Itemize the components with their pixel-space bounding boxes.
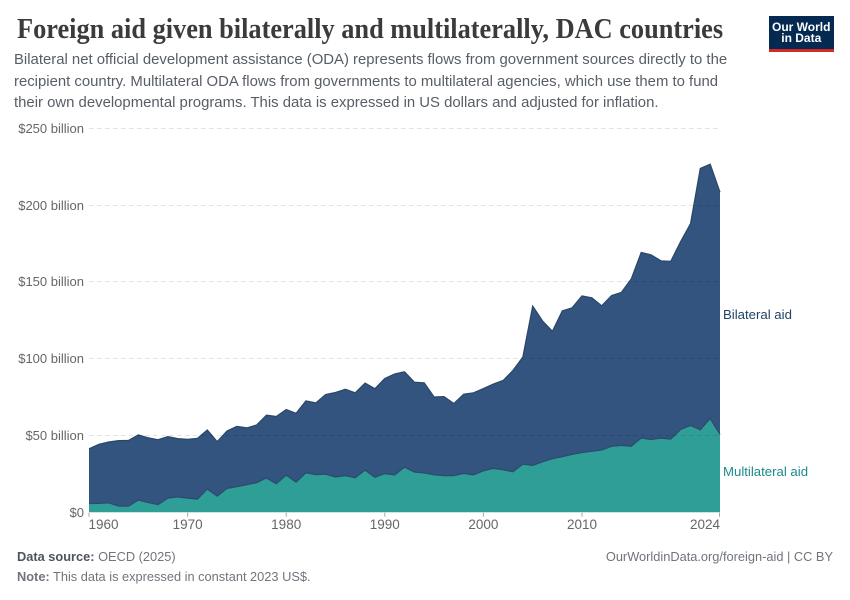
svg-text:$50 billion: $50 billion (25, 428, 84, 443)
svg-text:$0: $0 (70, 505, 84, 520)
svg-text:1960: 1960 (89, 517, 119, 532)
svg-text:$200 billion: $200 billion (18, 198, 84, 213)
svg-text:1980: 1980 (271, 517, 301, 532)
svg-text:$150 billion: $150 billion (18, 274, 84, 289)
svg-text:$250 billion: $250 billion (18, 121, 84, 136)
svg-text:1990: 1990 (370, 517, 400, 532)
svg-text:2010: 2010 (567, 517, 597, 532)
svg-text:2024: 2024 (690, 517, 721, 532)
svg-text:2000: 2000 (468, 517, 498, 532)
svg-text:$100 billion: $100 billion (18, 351, 84, 366)
svg-text:1970: 1970 (173, 517, 203, 532)
